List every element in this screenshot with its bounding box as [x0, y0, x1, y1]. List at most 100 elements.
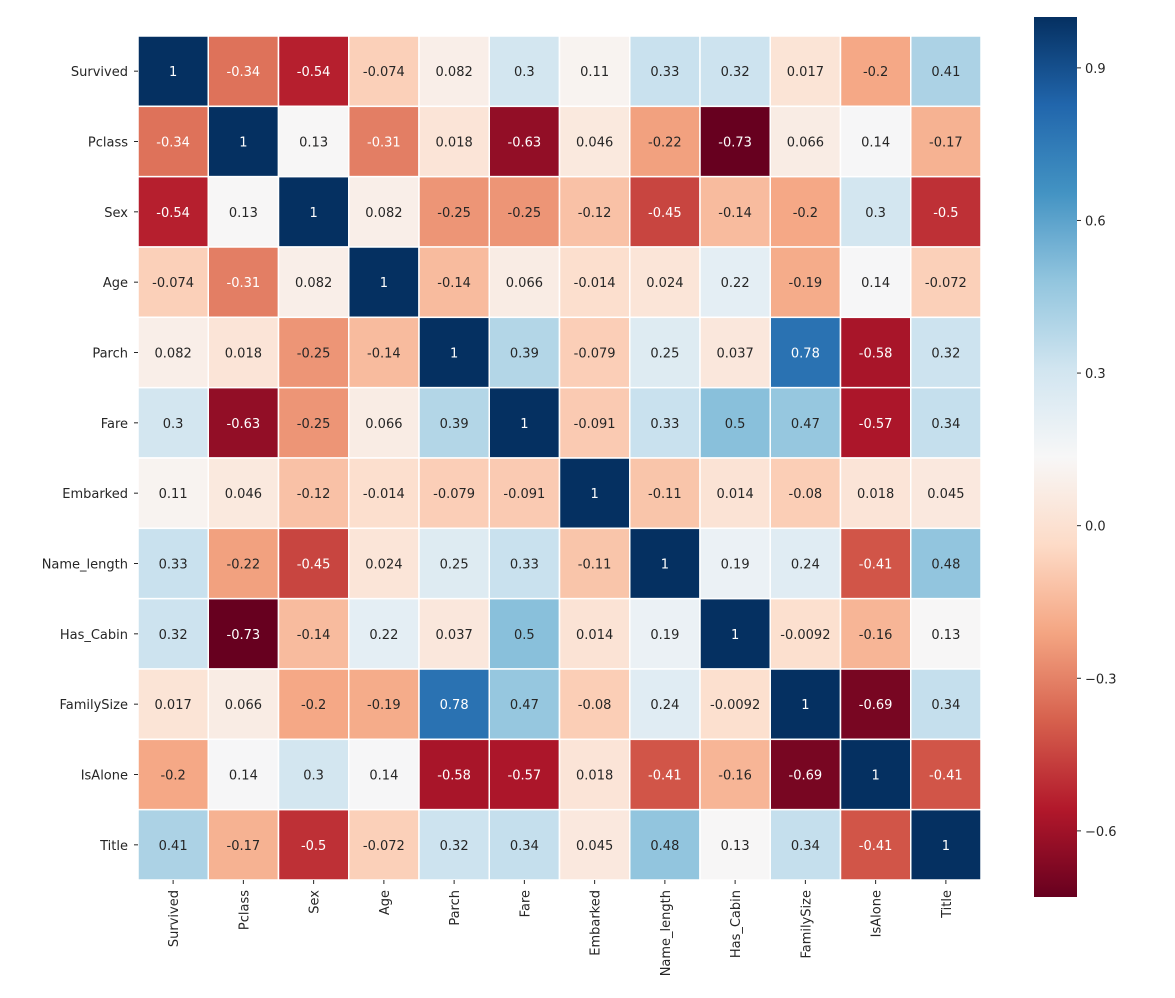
cell-annotation: 1 — [801, 698, 809, 713]
cell-annotation: 0.19 — [721, 558, 750, 573]
heatmap-cell — [277, 738, 350, 811]
heatmap-cell — [910, 668, 982, 741]
cell-annotation: -0.2 — [301, 698, 326, 713]
heatmap-cell — [137, 527, 209, 600]
cell-annotation: 0.046 — [576, 136, 613, 151]
cell-annotation: -0.16 — [859, 628, 893, 643]
x-tick-label: Age — [378, 890, 393, 915]
cell-annotation: 0.25 — [650, 347, 679, 362]
cell-annotation: -0.12 — [578, 206, 612, 221]
x-axis-labels: Survived Pclass Sex Age Parch Fare Embarked Nam… — [167, 880, 955, 976]
y-tick-label: FamilySize — [59, 698, 128, 713]
heatmap-cell — [629, 105, 701, 178]
heatmap-cell — [277, 175, 350, 248]
cell-annotation: -0.63 — [508, 136, 542, 151]
cell-annotation: -0.58 — [859, 347, 893, 362]
cell-annotation: -0.63 — [227, 417, 261, 432]
cell-annotation: 1 — [942, 839, 950, 854]
cell-annotation: -0.14 — [367, 347, 401, 362]
y-tick-label: Pclass — [88, 136, 128, 151]
cell-annotation: 1 — [731, 628, 739, 643]
colorbar-tick-label: 0.0 — [1085, 520, 1106, 535]
cell-annotation: 0.24 — [650, 698, 679, 713]
cell-annotation: 0.39 — [440, 417, 469, 432]
cell-annotation: 0.14 — [229, 769, 258, 784]
heatmap-cell — [769, 668, 842, 741]
heatmap-cell — [699, 246, 771, 319]
heatmap-cell — [277, 527, 350, 600]
x-tick-label: Has_Cabin — [729, 890, 744, 958]
heatmap-cell — [910, 246, 982, 319]
heatmap-cell — [699, 105, 771, 178]
cell-annotation: 0.14 — [861, 276, 890, 291]
heatmap-cell — [769, 105, 842, 178]
colorbar-tick-label: −0.6 — [1085, 825, 1117, 840]
cell-annotation: -0.08 — [789, 487, 823, 502]
cell-annotation: 0.32 — [159, 628, 188, 643]
cell-annotation: 0.3 — [865, 206, 886, 221]
heatmap-cell — [348, 457, 420, 530]
cell-annotation: 0.066 — [787, 136, 824, 151]
cell-annotation: 0.045 — [576, 839, 613, 854]
cell-annotation: -0.2 — [863, 65, 888, 80]
heatmap-cell — [277, 597, 350, 670]
x-tick-label: Name_length — [659, 890, 674, 976]
cell-annotation: 0.014 — [717, 487, 754, 502]
cell-annotation: 0.046 — [225, 487, 262, 502]
cell-annotation: -0.34 — [156, 136, 190, 151]
cell-annotation: -0.31 — [227, 276, 261, 291]
x-tick-label: Parch — [448, 890, 463, 926]
heatmap-cell — [910, 386, 982, 459]
heatmap-cell — [558, 105, 631, 178]
cell-annotation: 0.33 — [159, 558, 188, 573]
heatmap-cell — [488, 35, 561, 108]
heatmap-cell — [769, 246, 842, 319]
x-tick-label: Sex — [308, 890, 323, 914]
cell-annotation: -0.11 — [648, 487, 682, 502]
cell-annotation: 0.082 — [155, 347, 192, 362]
cell-annotation: -0.079 — [433, 487, 475, 502]
x-tick-label: IsAlone — [870, 890, 885, 937]
cell-annotation: 0.13 — [721, 839, 750, 854]
heatmap-cell — [558, 386, 631, 459]
cell-annotation: 0.34 — [931, 698, 960, 713]
cell-annotation: -0.074 — [363, 65, 405, 80]
heatmap-cell — [558, 246, 631, 319]
cell-annotation: -0.34 — [227, 65, 261, 80]
cell-annotation: 0.78 — [791, 347, 820, 362]
heatmap-cell — [769, 808, 842, 881]
heatmap-cell — [348, 597, 420, 670]
heatmap-cell — [558, 175, 631, 248]
cell-annotation: 0.32 — [440, 839, 469, 854]
heatmap-cell — [699, 597, 771, 670]
heatmap-cell — [839, 738, 912, 811]
heatmap-cell — [207, 738, 280, 811]
cell-annotation: 0.5 — [514, 628, 535, 643]
colorbar: 0.9 0.6 0.3 0.0 −0.3 −0.6 — [1034, 17, 1117, 897]
x-tick-label: Title — [940, 890, 955, 919]
heatmap-cell — [910, 808, 982, 881]
cell-annotation: -0.08 — [578, 698, 612, 713]
cell-annotation: 0.3 — [303, 769, 324, 784]
heatmap-cell — [488, 457, 561, 530]
cell-annotation: -0.12 — [297, 487, 331, 502]
cell-annotation: 0.11 — [159, 487, 188, 502]
cell-annotation: 0.22 — [369, 628, 398, 643]
heatmap-cell — [629, 597, 701, 670]
cell-annotation: -0.25 — [297, 417, 331, 432]
heatmap-cell — [629, 35, 701, 108]
cell-annotation: 0.78 — [440, 698, 469, 713]
cell-annotation: -0.41 — [859, 558, 893, 573]
cell-annotation: 1 — [871, 769, 879, 784]
heatmap-cell — [558, 316, 631, 389]
heatmap-cell — [277, 808, 350, 881]
cell-annotation: -0.54 — [156, 206, 190, 221]
heatmap-cell — [488, 105, 561, 178]
cell-annotation: 0.14 — [861, 136, 890, 151]
cell-annotation: 0.19 — [650, 628, 679, 643]
y-tick-label: Fare — [101, 417, 128, 432]
heatmap-cell — [910, 105, 982, 178]
heatmap-cell — [910, 457, 982, 530]
cell-annotation: -0.22 — [648, 136, 682, 151]
